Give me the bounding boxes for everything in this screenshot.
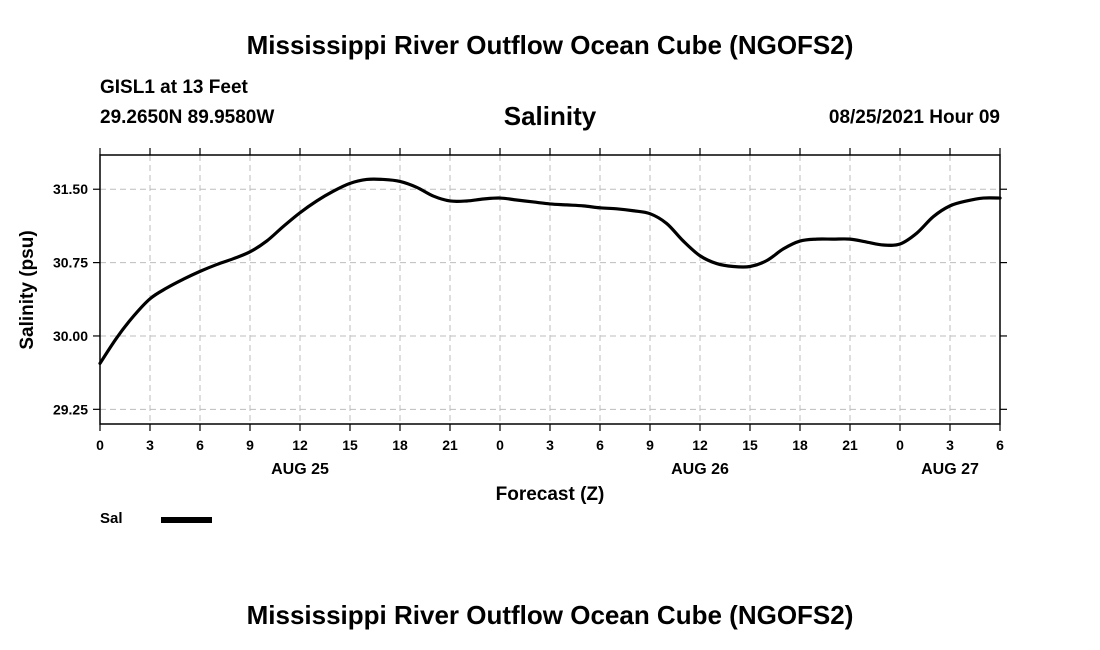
x-tick-label: 18 [392, 437, 408, 453]
x-tick-label: 21 [442, 437, 458, 453]
x-tick-label: 3 [546, 437, 554, 453]
station-name: GISL1 at 13 Feet [100, 77, 248, 98]
x-tick-label: 0 [896, 437, 904, 453]
x-date-label: AUG 25 [271, 461, 329, 478]
x-date-label: AUG 26 [671, 461, 729, 478]
y-axis-label: Salinity (psu) [17, 230, 38, 349]
chart-title-top: Mississippi River Outflow Ocean Cube (NG… [246, 30, 854, 60]
grid-layer [100, 155, 1000, 424]
legend-label-sal: Sal [100, 510, 123, 527]
x-tick-label: 6 [996, 437, 1004, 453]
x-tick-label: 12 [292, 437, 308, 453]
x-tick-label: 9 [646, 437, 654, 453]
x-tick-label: 6 [596, 437, 604, 453]
y-tick-label: 29.25 [53, 401, 88, 417]
x-tick-label: 6 [196, 437, 204, 453]
chart-title-bottom: Mississippi River Outflow Ocean Cube (NG… [246, 600, 854, 630]
x-tick-label: 3 [946, 437, 954, 453]
station-coordinates: 29.2650N 89.9580W [100, 107, 275, 128]
x-tick-label: 18 [792, 437, 808, 453]
x-tick-label: 21 [842, 437, 858, 453]
x-tick-label: 0 [496, 437, 504, 453]
x-tick-label: 9 [246, 437, 254, 453]
y-tick-label: 31.50 [53, 181, 88, 197]
x-tick-label: 3 [146, 437, 154, 453]
x-tick-label: 15 [342, 437, 358, 453]
x-axis-label: Forecast (Z) [496, 484, 605, 505]
forecast-datetime: 08/25/2021 Hour 09 [828, 107, 1000, 128]
x-date-label: AUG 27 [921, 461, 979, 478]
tick-layer: 0 3 6 9 12 15 18 21 0 3 6 9 12 15 18 21 0 3 6 AUG 25 AUG 26 A… [53, 148, 1007, 478]
x-tick-label: 12 [692, 437, 708, 453]
x-tick-label: 15 [742, 437, 758, 453]
x-tick-label: 0 [96, 437, 104, 453]
y-tick-label: 30.00 [53, 328, 88, 344]
legend-line-swatch [161, 517, 212, 523]
variable-title: Salinity [503, 101, 597, 131]
y-tick-label: 30.75 [53, 255, 88, 271]
